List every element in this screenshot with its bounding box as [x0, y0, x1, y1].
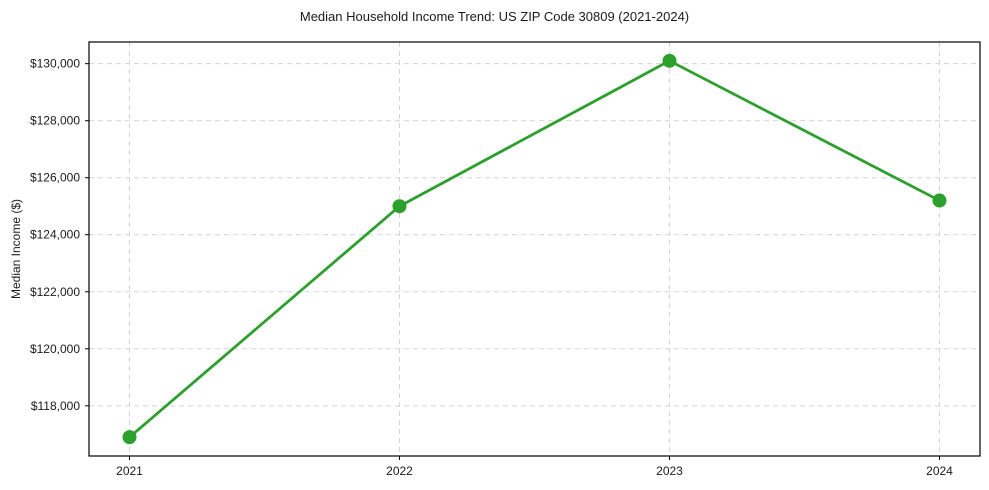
- data-point-marker: [932, 193, 947, 208]
- y-tick-label: $130,000: [30, 57, 80, 71]
- x-tick-label: 2024: [926, 464, 953, 478]
- x-tick-label: 2022: [386, 464, 413, 478]
- data-point-marker: [122, 430, 137, 445]
- y-tick-label: $122,000: [30, 285, 80, 299]
- data-point-marker: [392, 199, 407, 214]
- y-tick-label: $126,000: [30, 171, 80, 185]
- data-point-marker: [662, 53, 677, 68]
- chart-title: Median Household Income Trend: US ZIP Co…: [299, 9, 690, 24]
- x-tick-label: 2023: [656, 464, 683, 478]
- trend-line: [128, 59, 941, 439]
- y-tick-label: $118,000: [31, 399, 80, 413]
- x-tick-label: 2021: [116, 464, 143, 478]
- y-tick-label: $128,000: [30, 114, 80, 128]
- y-tick-label: $124,000: [30, 228, 80, 242]
- axes-spines: [88, 41, 981, 457]
- y-tick-label: $120,000: [30, 342, 80, 356]
